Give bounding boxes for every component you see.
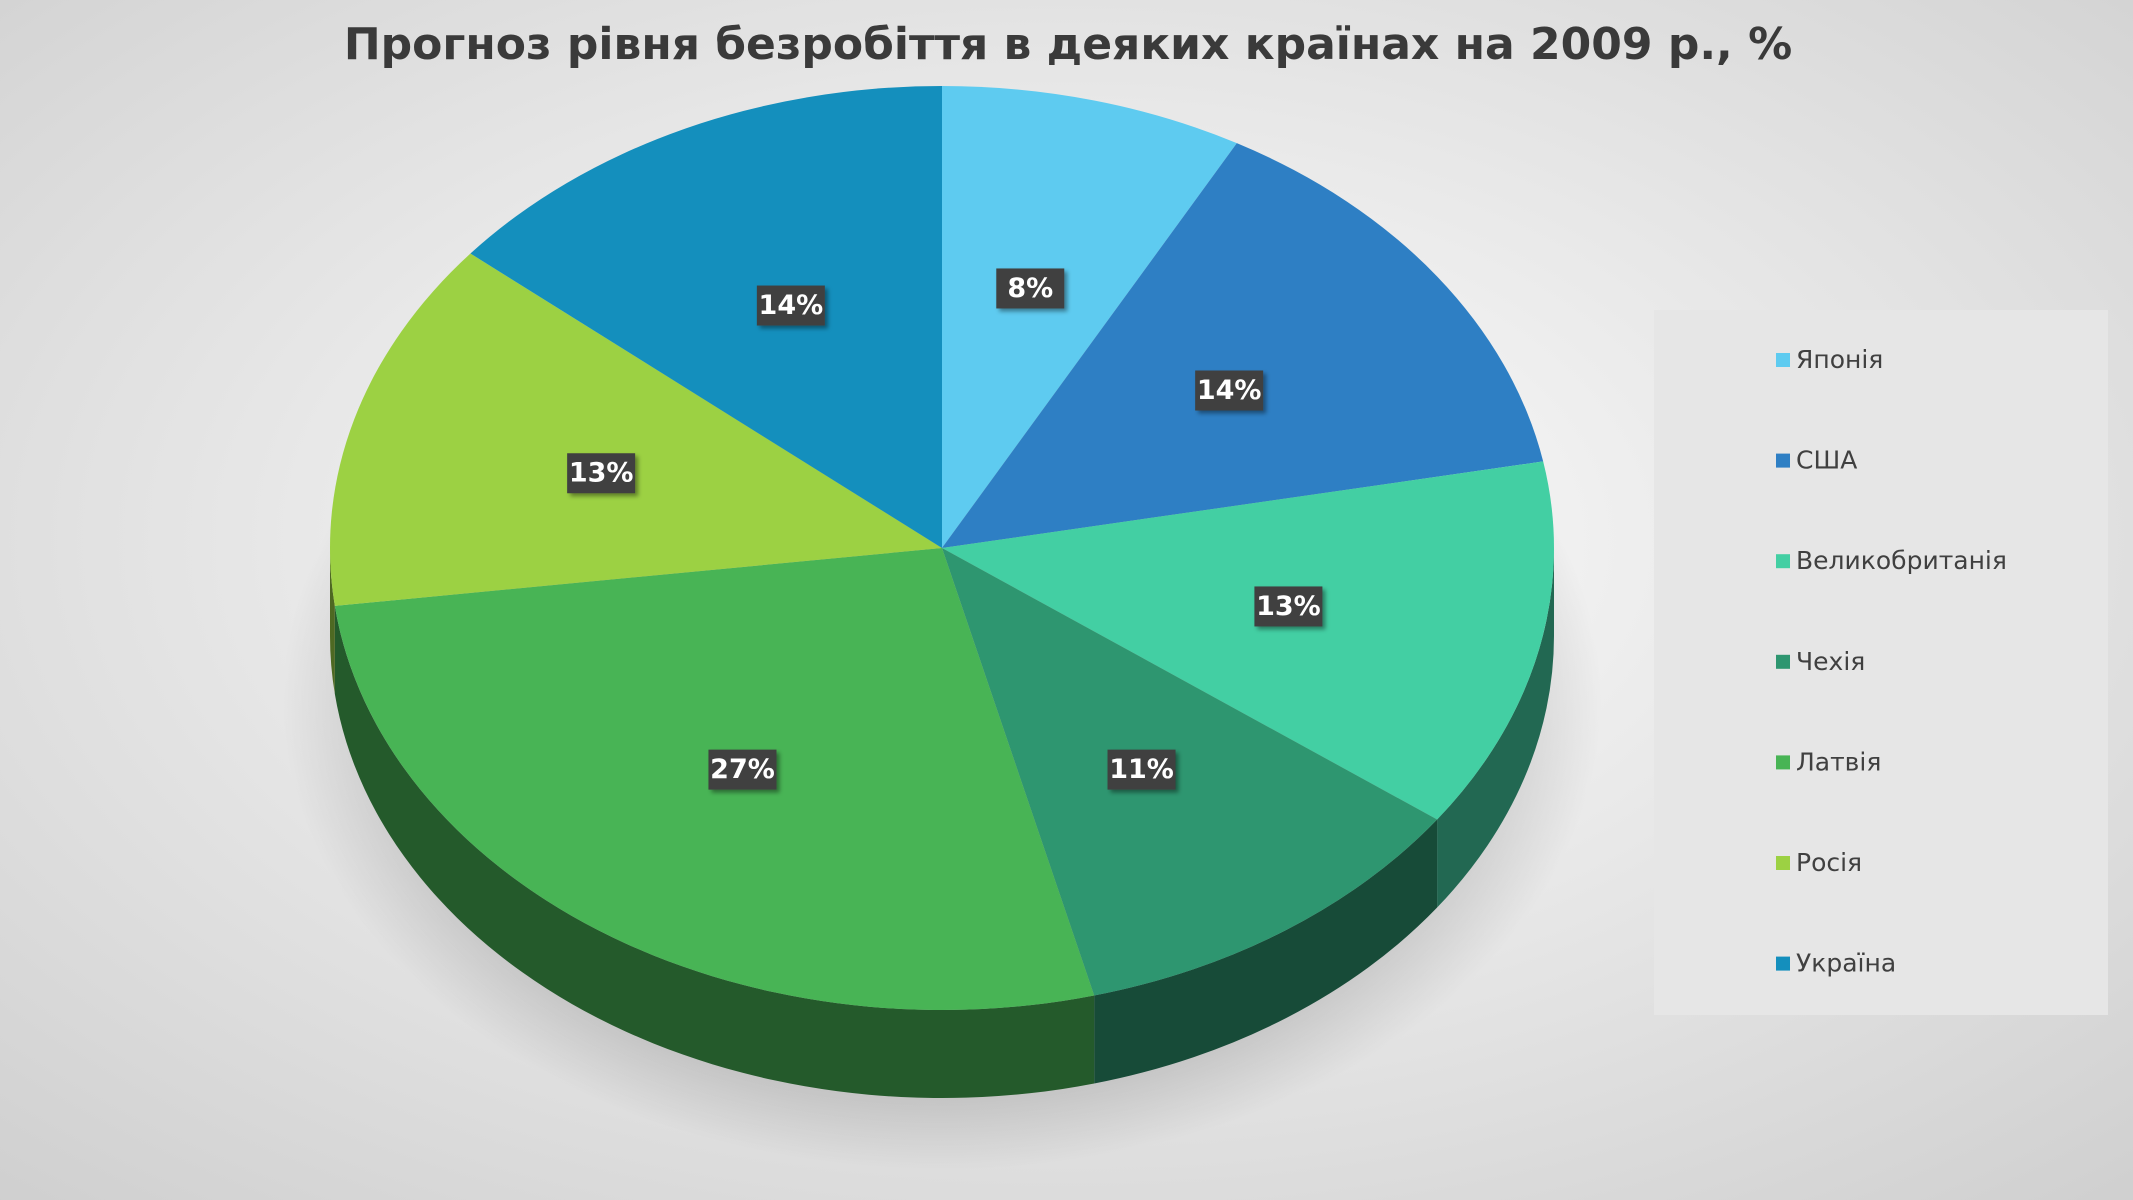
data-label: 27% xyxy=(710,754,775,785)
pie-slice xyxy=(942,461,1554,820)
pie-slice xyxy=(330,253,943,606)
slice-side xyxy=(1437,548,1555,908)
slice-side xyxy=(334,605,1095,1099)
data-labels: 8% 14% 13% 11% 27% 13% 14% xyxy=(567,268,1323,790)
legend-box xyxy=(1654,310,2108,1015)
data-label-box xyxy=(1254,586,1323,627)
data-label-box xyxy=(996,268,1065,309)
data-label: 14% xyxy=(1197,375,1262,406)
data-label-box xyxy=(567,453,636,494)
legend-label: Україна xyxy=(1796,949,1896,978)
legend: Японія США Великобританія Чехія Латвія Росія У… xyxy=(1776,345,2007,978)
legend-swatch xyxy=(1776,554,1790,569)
slice-side xyxy=(1094,819,1438,1084)
legend-label: США xyxy=(1796,446,1857,475)
data-label-box xyxy=(1107,749,1176,790)
data-label: 11% xyxy=(1109,754,1174,785)
pie-slice xyxy=(942,86,1237,548)
pie-sides xyxy=(330,548,1555,1099)
data-label: 8% xyxy=(1007,273,1053,304)
pie-slice xyxy=(942,143,1544,549)
slice-side xyxy=(330,548,335,694)
data-label-box xyxy=(756,285,825,326)
data-label: 14% xyxy=(759,290,824,321)
legend-swatch xyxy=(1776,453,1790,468)
legend-label: Великобританія xyxy=(1796,546,2007,575)
pie-slice xyxy=(942,548,1438,996)
legend-swatch xyxy=(1776,856,1790,870)
legend-swatch xyxy=(1776,755,1790,770)
legend-swatch xyxy=(1776,353,1790,367)
data-label-box xyxy=(708,749,777,790)
pie-top xyxy=(330,86,1554,1010)
data-label-box xyxy=(1195,370,1264,411)
legend-swatch xyxy=(1776,956,1790,971)
legend-label: Латвія xyxy=(1796,747,1881,776)
legend-label: Росія xyxy=(1796,848,1862,877)
legend-label: Чехія xyxy=(1796,647,1865,676)
legend-label: Японія xyxy=(1796,345,1883,374)
pie-slice xyxy=(470,86,942,548)
legend-swatch xyxy=(1776,654,1790,669)
chart-title: Прогноз рівня безробіття в деяких країна… xyxy=(344,19,1792,70)
data-label: 13% xyxy=(1256,591,1321,622)
data-label: 13% xyxy=(569,458,634,489)
